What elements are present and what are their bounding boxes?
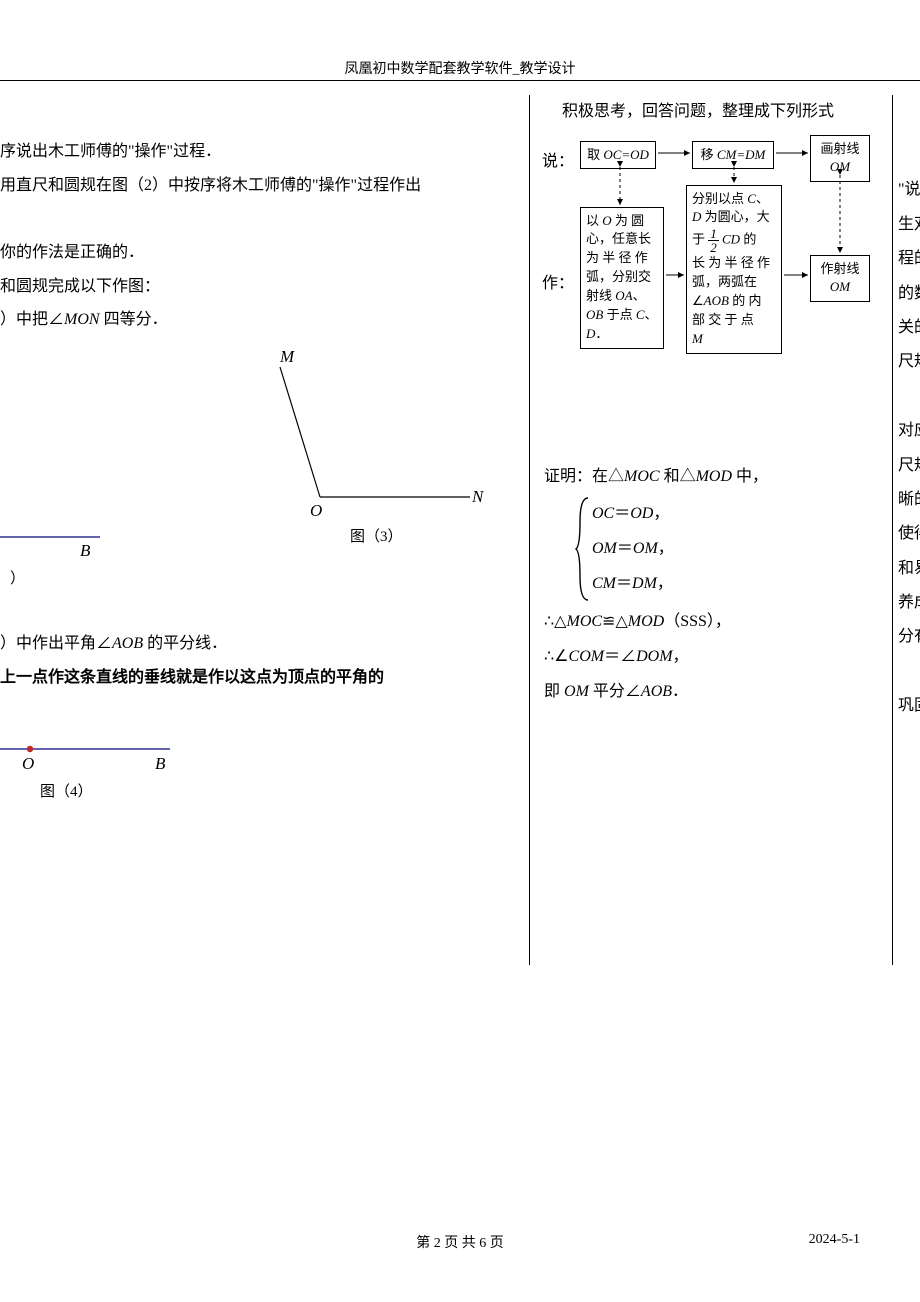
figure-3: M N O 图（3） — [250, 347, 490, 532]
left-line-1: 序说出木工师傅的"操作"过程． — [0, 135, 521, 169]
caption-4: 图（4） — [40, 780, 93, 801]
figure-4: O B 图（4） — [0, 734, 521, 844]
caption-hidden: ） — [10, 567, 25, 588]
label-O-4: O — [22, 754, 34, 774]
label-N: N — [472, 487, 483, 507]
proof-line-1: 证明：在△MOC 和△MOD 中， — [544, 459, 892, 494]
label-M: M — [280, 347, 294, 367]
proof-line-2: ∴△MOC≌△MOD（SSS）， — [544, 604, 892, 639]
figure-row: A B O ） M N O 图（3） — [0, 337, 521, 607]
content-area: 序说出木工师傅的"操作"过程． 用直尺和圆规在图（2）中按序将木工师傅的"操作"… — [0, 95, 920, 975]
mid-topline: 积极思考，回答问题，整理成下列形式 — [562, 95, 892, 129]
proof-line-3: ∴∠COM＝∠DOM， — [544, 639, 892, 674]
left-line-7: 上一点作这条直线的垂线就是作以这点为顶点的平角的 — [0, 661, 521, 695]
column-middle: 积极思考，回答问题，整理成下列形式 说： 作： 取 OC=OD 移 CM=DM … — [530, 95, 892, 965]
label-O-3: O — [310, 501, 322, 521]
proof-system: OC＝OD， OM＝OM， CM＝DM， — [574, 494, 892, 604]
figure-aob-svg — [0, 337, 140, 557]
right-snippets: "说 生双 程的 的数 关的 尺规 对应 尺规 晰的 使得 和易 养成 分有 巩… — [898, 139, 920, 724]
footer-date: 2024-5-1 — [809, 1232, 860, 1248]
brace-icon — [574, 494, 592, 604]
page-header: 凤凰初中数学配套教学软件_教学设计 — [0, 58, 920, 78]
proof-eq-3: CM＝DM， — [592, 566, 674, 601]
header-rule — [0, 80, 920, 81]
left-line-5: ）中把∠MON 四等分． — [0, 303, 521, 337]
proof-block: 证明：在△MOC 和△MOD 中， OC＝OD， OM＝OM， CM＝DM， ∴… — [544, 459, 892, 710]
column-right-border — [892, 95, 893, 965]
column-left: 序说出木工师傅的"操作"过程． 用直尺和圆规在图（2）中按序将木工师傅的"操作"… — [0, 95, 530, 965]
proof-line-4: 即 OM 平分∠AOB． — [544, 674, 892, 709]
figure-3-svg — [250, 347, 490, 527]
caption-3: 图（3） — [350, 525, 403, 546]
flowchart: 说： 作： 取 OC=OD 移 CM=DM 画射线OM 以 O 为 圆 心，任意… — [544, 129, 892, 449]
proof-eq-2: OM＝OM， — [592, 531, 674, 566]
left-line-6: ）中作出平角∠AOB 的平分线． — [0, 627, 521, 661]
label-B: B — [80, 541, 90, 561]
flow-arrows — [544, 129, 892, 449]
footer-pagenum: 第 2 页 共 6 页 — [0, 1232, 920, 1252]
left-line-2: 用直尺和圆规在图（2）中按序将木工师傅的"操作"过程作出 — [0, 169, 521, 203]
proof-eq-1: OC＝OD， — [592, 496, 674, 531]
figure-aob: A B O ） — [0, 337, 140, 562]
left-line-3: 你的作法是正确的． — [0, 236, 521, 270]
column-right: "说 生双 程的 的数 关的 尺规 对应 尺规 晰的 使得 和易 养成 分有 巩… — [898, 95, 920, 965]
label-B-4: B — [155, 754, 165, 774]
left-line-4: 和圆规完成以下作图： — [0, 270, 521, 304]
